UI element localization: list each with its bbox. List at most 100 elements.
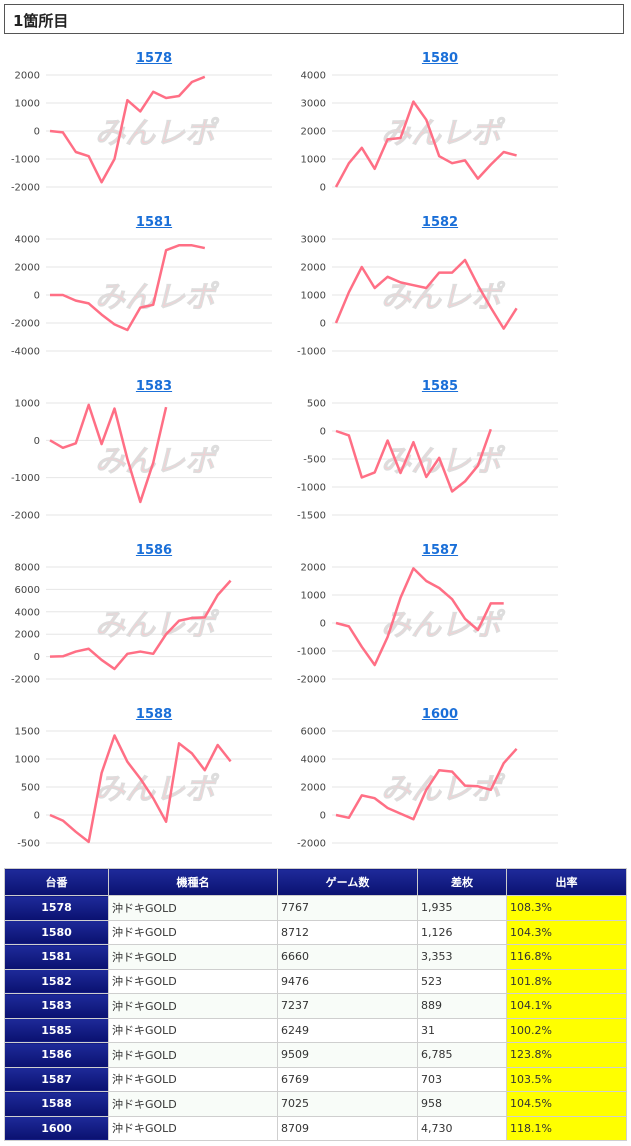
game-count: 8712 [277,919,418,945]
chart-1587: 1587 2000 1000 0 -1000 -2000 みんレポ [290,537,590,687]
y-tick-label: 4000 [15,235,40,246]
table-header-row: 台番 機種名 ゲーム数 差枚 出率 [4,868,627,896]
machine-name: 沖ドキGOLD [108,1091,278,1117]
game-count: 6660 [277,944,418,970]
y-tick-label: -1500 [297,511,326,522]
y-tick-label: 0 [34,291,40,302]
payout-rate: 104.1% [506,993,627,1019]
payout-rate: 118.1% [506,1115,627,1141]
series-line [335,567,504,667]
chart-1600: 1600 6000 4000 2000 0 -2000 みんレポ [290,701,590,851]
y-tick-label: -4000 [11,347,40,358]
chart-title-link[interactable]: 1588 [135,707,173,722]
game-count: 9509 [277,1042,418,1068]
line-chart: 8000 6000 4000 2000 0 -2000 みんレポ [11,563,272,686]
chart-1583: 1583 1000 0 -1000 -2000 みんレポ [4,373,304,523]
chart-1586: 1586 8000 6000 4000 2000 0 -2000 みんレポ [4,537,304,687]
payout-rate: 116.8% [506,944,627,970]
line-chart: 2000 1000 0 -1000 -2000 みんレポ [11,71,272,194]
chart-title-link[interactable]: 1582 [421,215,459,230]
y-tick-label: 0 [320,619,326,630]
table-row: 1578 沖ドキGOLD 7767 1,935 108.3% [4,895,627,921]
coin-diff: 889 [417,993,507,1019]
game-count: 9476 [277,968,418,994]
y-tick-label: 4000 [301,71,326,82]
chart-title-link[interactable]: 1585 [421,379,459,394]
coin-diff: 31 [417,1017,507,1043]
column-header: 差枚 [417,868,507,896]
table-row: 1600 沖ドキGOLD 8709 4,730 118.1% [4,1115,627,1141]
table-row: 1585 沖ドキGOLD 6249 31 100.2% [4,1017,627,1043]
y-tick-label: 2000 [15,71,40,82]
machine-number: 1587 [4,1066,109,1092]
watermark-logo: みんレポ [95,608,220,643]
machine-name: 沖ドキGOLD [108,993,278,1019]
chart-1588: 1588 1500 1000 500 0 -500 みんレポ [4,701,304,851]
chart-title-link[interactable]: 1583 [135,379,173,394]
y-tick-label: 500 [307,399,326,410]
chart-1581: 1581 4000 2000 0 -2000 -4000 みんレポ [4,209,304,359]
chart-title-link[interactable]: 1581 [135,215,173,230]
coin-diff: 1,935 [417,895,507,921]
machine-number: 1585 [4,1017,109,1043]
table-row: 1583 沖ドキGOLD 7237 889 104.1% [4,993,627,1019]
y-tick-label: 0 [34,436,40,447]
coin-diff: 958 [417,1091,507,1117]
y-tick-label: -1000 [297,483,326,494]
payout-rate: 104.5% [506,1091,627,1117]
payout-rate: 101.8% [506,968,627,994]
y-tick-label: 2000 [301,563,326,574]
y-tick-label: 3000 [301,99,326,110]
table-row: 1587 沖ドキGOLD 6769 703 103.5% [4,1066,627,1092]
watermark-logo: みんレポ [95,116,220,151]
y-tick-label: 3000 [301,235,326,246]
line-chart: 3000 2000 1000 0 -1000 みんレポ [297,235,558,358]
y-tick-label: 6000 [301,727,326,738]
y-tick-label: -2000 [297,675,326,686]
coin-diff: 6,785 [417,1042,507,1068]
column-header: 機種名 [108,868,278,896]
watermark-logo: みんレポ [381,280,506,315]
y-tick-label: 2000 [15,630,40,641]
payout-rate: 123.8% [506,1042,627,1068]
payout-rate: 104.3% [506,919,627,945]
game-count: 7025 [277,1091,418,1117]
table-row: 1586 沖ドキGOLD 9509 6,785 123.8% [4,1042,627,1068]
column-header: ゲーム数 [277,868,418,896]
y-tick-label: 2000 [301,783,326,794]
coin-diff: 523 [417,968,507,994]
watermark-logo: みんレポ [381,116,506,151]
y-tick-label: 0 [34,811,40,822]
machine-number: 1578 [4,895,109,921]
machine-number: 1581 [4,944,109,970]
machine-name: 沖ドキGOLD [108,968,278,994]
y-tick-label: 0 [34,652,40,663]
coin-diff: 1,126 [417,919,507,945]
chart-title-link[interactable]: 1600 [421,707,459,722]
y-tick-label: -2000 [11,675,40,686]
y-tick-label: 1000 [15,99,40,110]
machine-name: 沖ドキGOLD [108,1066,278,1092]
chart-title-link[interactable]: 1578 [135,51,173,66]
game-count: 7237 [277,993,418,1019]
y-tick-label: -500 [17,839,40,850]
y-tick-label: -1000 [11,473,40,484]
chart-title-link[interactable]: 1586 [135,543,173,558]
game-count: 6769 [277,1066,418,1092]
chart-title-link[interactable]: 1587 [421,543,459,558]
chart-title-link[interactable]: 1580 [421,51,459,66]
machine-name: 沖ドキGOLD [108,919,278,945]
line-chart: 1500 1000 500 0 -500 みんレポ [15,727,272,850]
y-tick-label: -1000 [11,155,40,166]
machine-number: 1600 [4,1115,109,1141]
y-tick-label: -500 [303,455,326,466]
table-row: 1581 沖ドキGOLD 6660 3,353 116.8% [4,944,627,970]
y-tick-label: 4000 [15,607,40,618]
y-tick-label: -1000 [297,347,326,358]
game-count: 8709 [277,1115,418,1141]
chart-1582: 1582 3000 2000 1000 0 -1000 みんレポ [290,209,590,359]
machine-number: 1583 [4,993,109,1019]
